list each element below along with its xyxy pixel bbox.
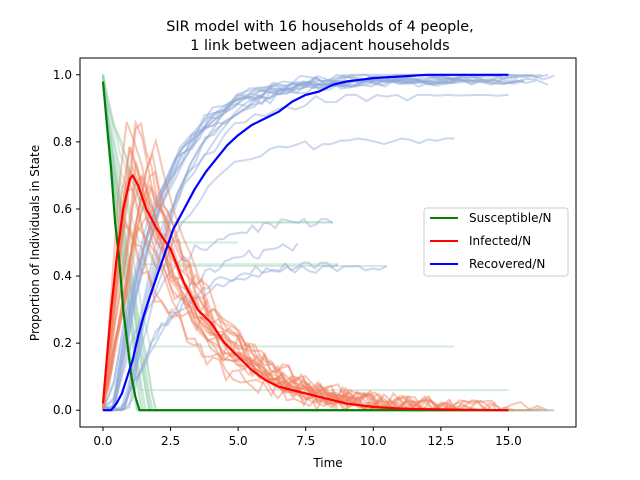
legend-recovered-label: Recovered/N (469, 257, 545, 271)
axes: 0.0 2.5 5.0 7.5 10.0 12.5 15.0 0.0 0.2 0.4 0.6 0.8 1… (53, 57, 577, 448)
y-tick-label: 0.4 (53, 269, 72, 283)
y-tick-label: 0.0 (53, 403, 72, 417)
recovered-run-line (102, 78, 457, 412)
susceptible-run-line (102, 74, 333, 224)
susceptible-run-line (102, 74, 545, 412)
susceptible-run-line (102, 74, 555, 412)
chart-title-line1: SIR model with 16 households of 4 people… (166, 19, 473, 35)
infected-run-line (102, 172, 548, 412)
infected-run-line (102, 164, 439, 412)
y-tick-label: 0.2 (53, 336, 72, 350)
susceptible-run-line (102, 74, 538, 412)
recovered-run-line (103, 75, 530, 412)
recovered-run-line (103, 93, 509, 412)
x-tick-label: 7.5 (296, 434, 315, 448)
mean-series (101, 73, 509, 412)
recovered-run-line (102, 261, 339, 412)
x-tick-label: 2.5 (161, 434, 180, 448)
infected-run-line (102, 146, 495, 412)
legend: Susceptible/N Infected/N Recovered/N (423, 207, 569, 277)
recovered-run-line (102, 80, 474, 412)
y-tick-label: 0.8 (53, 135, 72, 149)
susceptible-run-line (102, 74, 555, 412)
susceptible-run-line (102, 74, 549, 412)
susceptible-run-line (102, 74, 455, 348)
recovered-run-line (102, 80, 517, 412)
recovered-run-line (102, 242, 299, 412)
x-axis-label: Time (312, 456, 342, 470)
infected-run-line (102, 118, 398, 412)
recovered-mean-line (103, 73, 509, 412)
susceptible-run-line (102, 74, 239, 244)
recovered-run-line (102, 79, 456, 412)
infected-run-line (102, 150, 383, 411)
recovered-run-line (102, 264, 388, 412)
infected-mean-line (101, 174, 509, 412)
y-axis-label: Proportion of Individuals in State (28, 145, 42, 341)
legend-box (423, 207, 569, 277)
recovered-run-line (102, 76, 518, 408)
susceptible-run-line (102, 74, 508, 412)
susceptible-run-line (102, 74, 387, 267)
recovered-run-line (102, 79, 524, 412)
x-tick-label: 10.0 (360, 434, 387, 448)
x-tick-label: 15.0 (495, 434, 522, 448)
infected-run-line (102, 174, 391, 412)
legend-infected-label: Infected/N (469, 234, 531, 248)
susceptible-run-line (102, 74, 333, 224)
susceptible-run-line (102, 74, 539, 412)
chart-title-line2: 1 link between adjacent households (190, 38, 449, 54)
infected-run-line (102, 170, 365, 411)
recovered-run-line (102, 137, 455, 412)
x-tick-label: 12.5 (427, 434, 454, 448)
recovered-run-line (102, 79, 549, 411)
susceptible-mean-line (101, 81, 509, 412)
susceptible-run-line (102, 74, 339, 266)
infected-run-line (102, 121, 349, 411)
recovered-run-line (102, 75, 503, 412)
infected-run-line (102, 214, 491, 412)
plot-frame (79, 57, 577, 428)
recovered-run-line (102, 78, 537, 412)
recovered-run-line (102, 79, 525, 411)
susceptible-run-line (102, 74, 502, 412)
y-tick-label: 0.6 (53, 202, 72, 216)
legend-susceptible-label: Susceptible/N (469, 211, 551, 225)
x-tick-label: 5.0 (229, 434, 248, 448)
infected-run-line (102, 183, 452, 412)
y-tick-label: 1.0 (53, 68, 72, 82)
infected-run-line (102, 161, 475, 412)
x-tick-label: 0.0 (93, 434, 112, 448)
